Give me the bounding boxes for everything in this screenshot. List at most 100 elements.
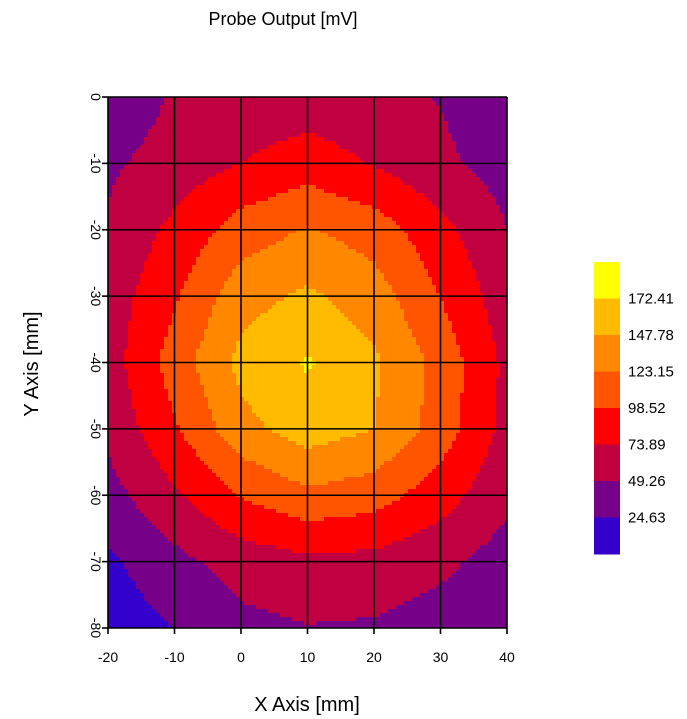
contour-cell (340, 237, 345, 242)
contour-cell (348, 285, 353, 290)
contour-cell (472, 277, 477, 282)
contour-cell (264, 121, 269, 126)
contour-cell (388, 169, 393, 174)
contour-cell (216, 245, 221, 250)
contour-cell (196, 189, 201, 194)
contour-cell (128, 221, 133, 226)
contour-cell (256, 225, 261, 230)
contour-cell (164, 185, 169, 190)
contour-cell (180, 137, 185, 142)
contour-cell (276, 277, 281, 282)
contour-cell (260, 117, 265, 122)
contour-cell (364, 169, 369, 174)
contour-cell (140, 125, 145, 130)
contour-cell (364, 241, 369, 246)
contour-cell (356, 293, 361, 298)
contour-cell (504, 237, 507, 242)
contour-cell (384, 217, 389, 222)
contour-cell (144, 149, 149, 154)
contour-cell (356, 289, 361, 294)
contour-cell (112, 289, 117, 294)
contour-cell (144, 293, 149, 298)
contour-cell (360, 221, 365, 226)
contour-cell (420, 149, 425, 154)
contour-cell (248, 221, 253, 226)
contour-cell (432, 245, 437, 250)
contour-cell (492, 277, 497, 282)
contour-cell (236, 101, 241, 106)
contour-cell (180, 213, 185, 218)
contour-cell (164, 109, 169, 114)
contour-cell (328, 137, 333, 142)
contour-cell (432, 253, 437, 258)
contour-cell (392, 173, 397, 178)
contour-cell (404, 189, 409, 194)
contour-cell (468, 209, 473, 214)
contour-cell (308, 281, 313, 286)
contour-cell (280, 109, 285, 114)
contour-cell (136, 261, 141, 266)
contour-cell (300, 257, 305, 262)
contour-cell (452, 205, 457, 210)
contour-cell (468, 281, 473, 286)
contour-cell (236, 165, 241, 170)
contour-cell (288, 149, 293, 154)
contour-cell (392, 97, 397, 102)
contour-cell (280, 281, 285, 286)
contour-cell (120, 269, 125, 274)
contour-cell (476, 289, 481, 294)
contour-cell (496, 285, 501, 290)
contour-cell (348, 153, 353, 158)
contour-cell (484, 181, 489, 186)
contour-cell (120, 265, 125, 270)
contour-cell (400, 249, 405, 254)
contour-cell (456, 217, 461, 222)
contour-cell (304, 181, 309, 186)
contour-cell (320, 145, 325, 150)
contour-cell (440, 257, 445, 262)
contour-cell (248, 105, 253, 110)
contour-cell (176, 269, 181, 274)
contour-cell (284, 141, 289, 146)
contour-cell (192, 277, 197, 282)
contour-cell (192, 177, 197, 182)
contour-cell (484, 261, 489, 266)
contour-cell (300, 117, 305, 122)
contour-cell (380, 281, 385, 286)
contour-cell (348, 165, 353, 170)
contour-cell (216, 109, 221, 114)
contour-cell (476, 121, 481, 126)
contour-cell (192, 245, 197, 250)
contour-cell (196, 193, 201, 198)
contour-cell (336, 141, 341, 146)
contour-cell (384, 265, 389, 270)
contour-cell (108, 177, 113, 182)
contour-cell (448, 129, 453, 134)
contour-cell (340, 165, 345, 170)
contour-cell (288, 157, 293, 162)
contour-cell (212, 209, 217, 214)
contour-cell (228, 169, 233, 174)
contour-cell (472, 101, 477, 106)
contour-cell (388, 189, 393, 194)
contour-cell (388, 197, 393, 202)
contour-cell (328, 157, 333, 162)
contour-cell (200, 281, 205, 286)
contour-cell (296, 285, 301, 290)
contour-cell (352, 125, 357, 130)
contour-cell (196, 109, 201, 114)
contour-cell (116, 197, 121, 202)
contour-cell (280, 197, 285, 202)
contour-cell (276, 205, 281, 210)
contour-cell (256, 221, 261, 226)
contour-cell (272, 277, 277, 282)
contour-cell (400, 97, 405, 102)
contour-cell (504, 273, 507, 278)
contour-cell (448, 265, 453, 270)
contour-cell (328, 249, 333, 254)
contour-cell (284, 173, 289, 178)
contour-cell (208, 121, 213, 126)
contour-cell (416, 213, 421, 218)
contour-cell (260, 101, 265, 106)
contour-cell (396, 205, 401, 210)
